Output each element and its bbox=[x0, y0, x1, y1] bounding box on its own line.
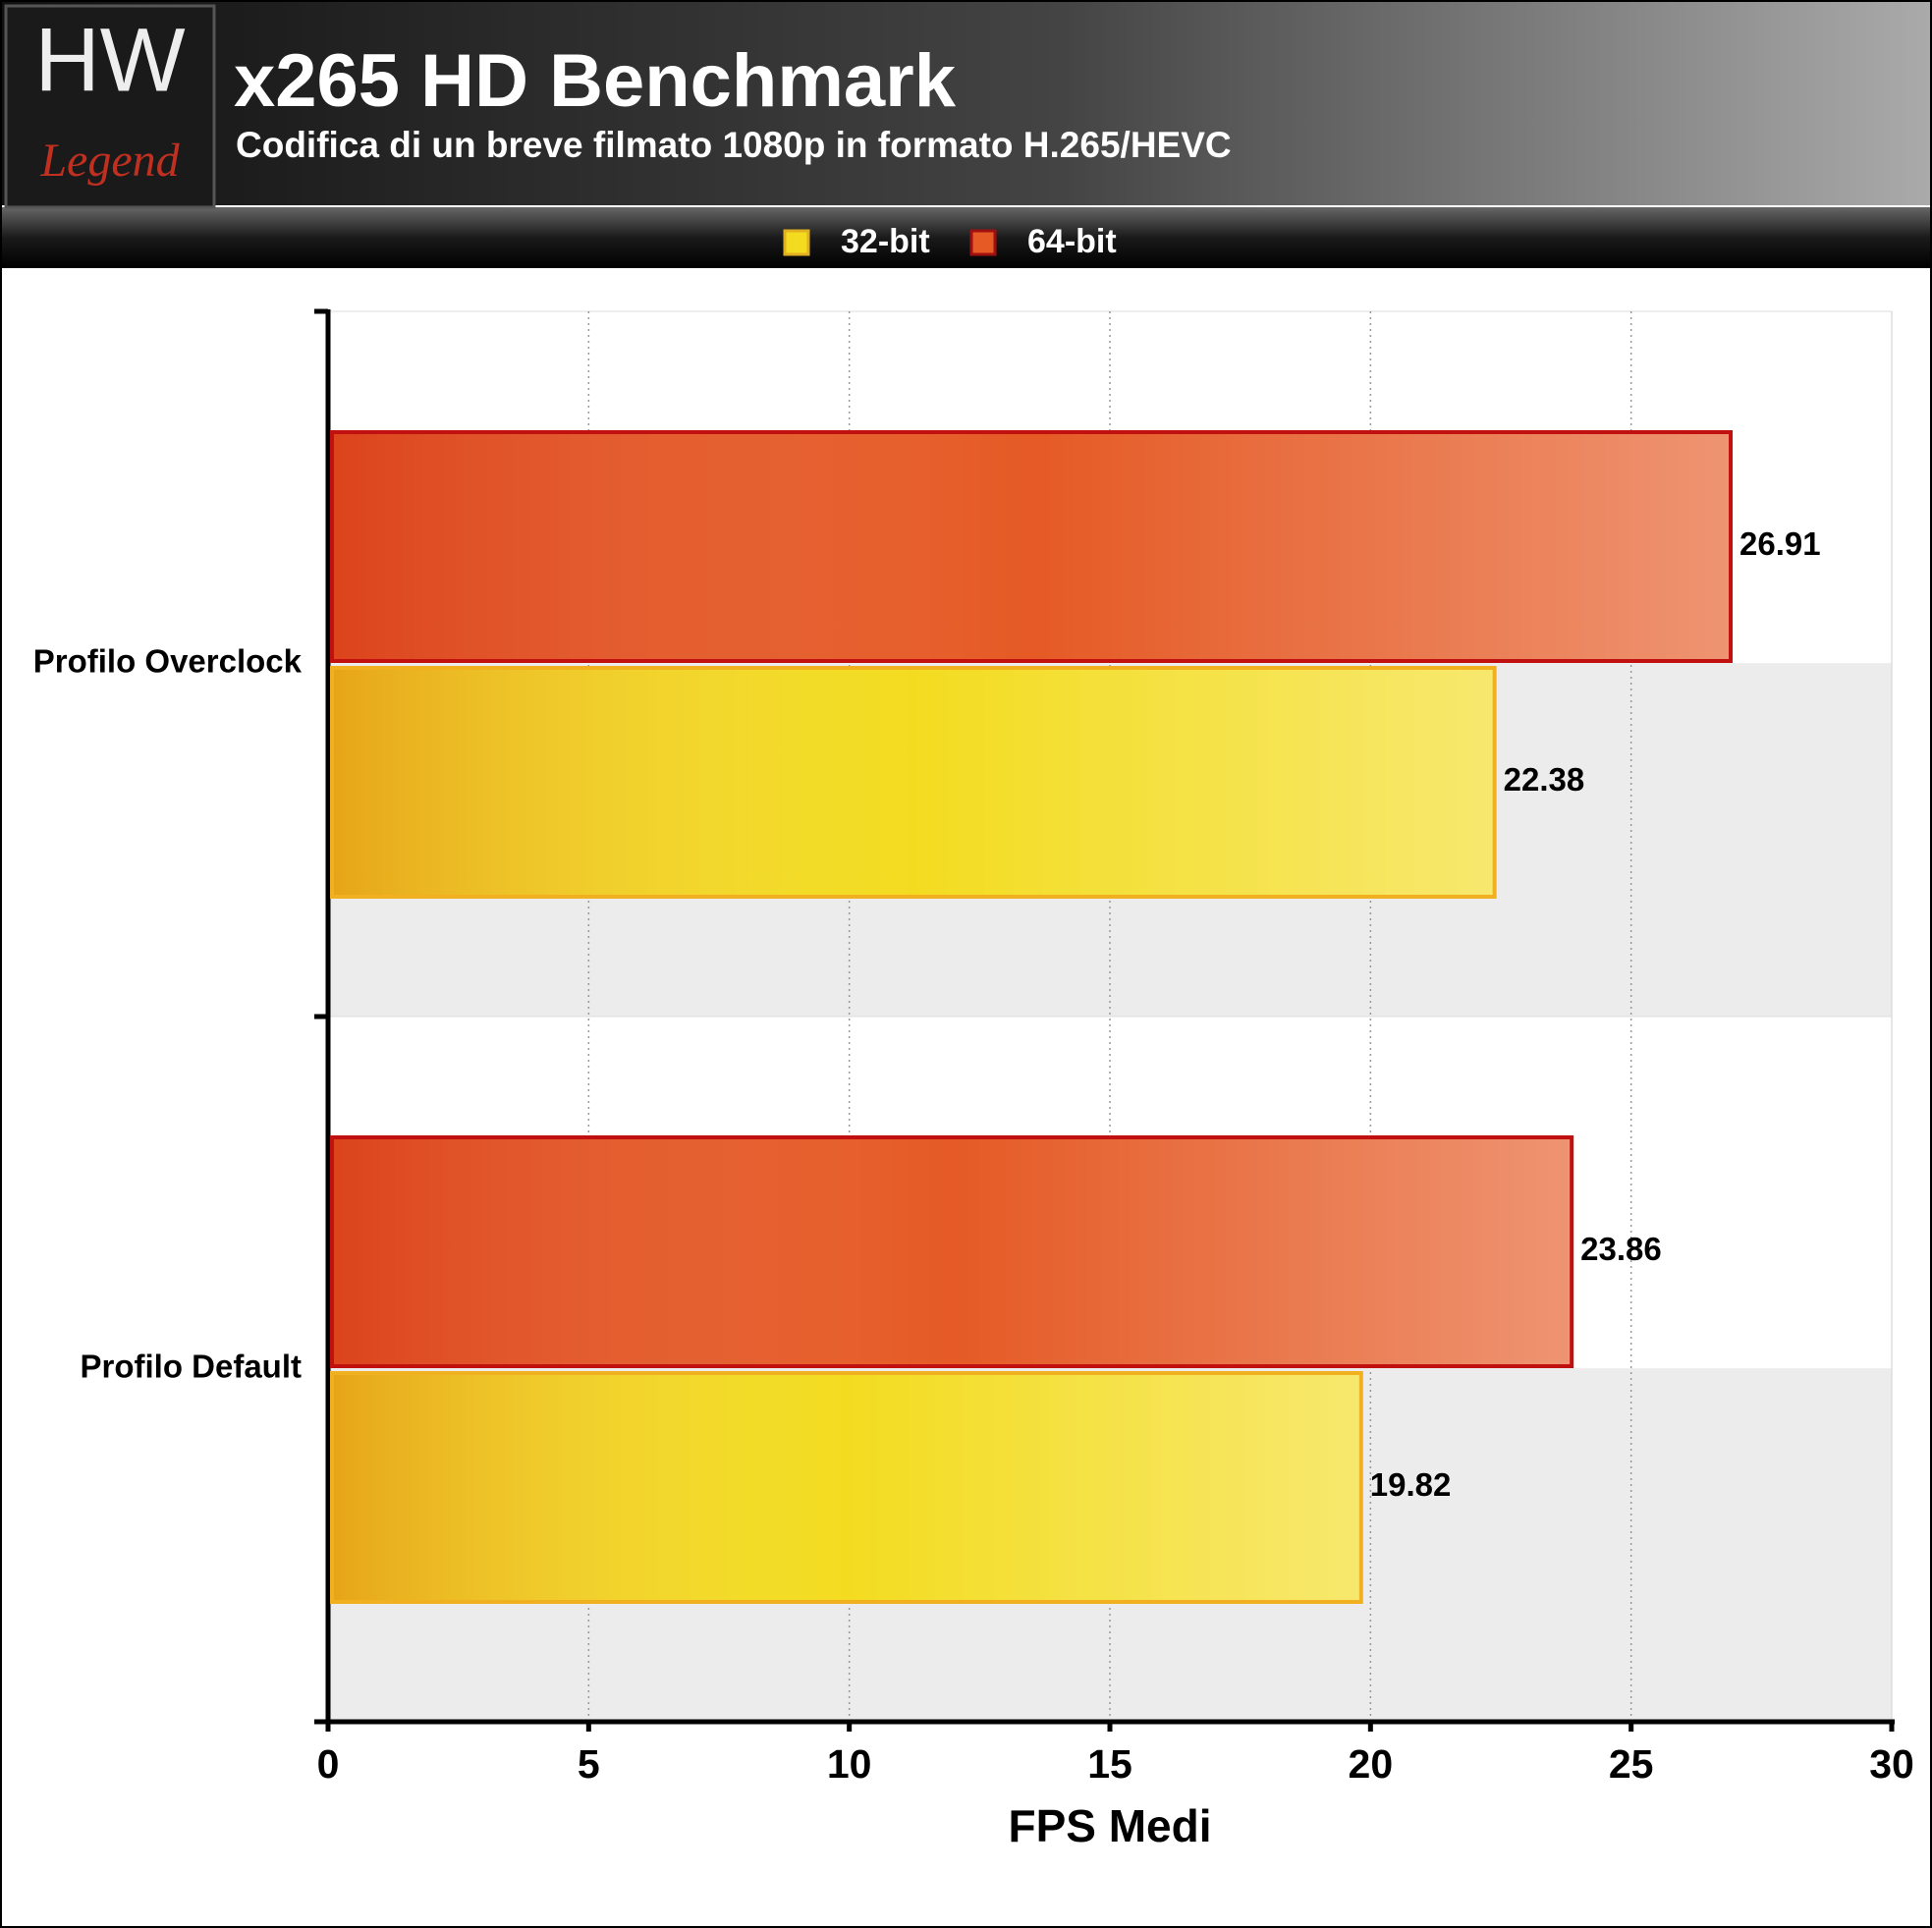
bar-shine bbox=[334, 1375, 1359, 1600]
value-label: 22.38 bbox=[1504, 761, 1585, 798]
bar-shine bbox=[334, 434, 1730, 659]
y-tick-label: Profilo Default bbox=[80, 1349, 302, 1385]
header bbox=[2, 2, 1930, 205]
y-tick-label: Profilo Overclock bbox=[33, 643, 303, 680]
logo-box bbox=[4, 4, 216, 209]
chart-subtitle: Codifica di un breve filmato 1080p in fo… bbox=[236, 125, 1232, 165]
x-axis-title: FPS Medi bbox=[1008, 1800, 1211, 1851]
legend-swatch bbox=[783, 229, 810, 256]
x-tick-label: 5 bbox=[578, 1741, 600, 1787]
legend-label: 32-bit bbox=[841, 223, 930, 260]
bar-shine bbox=[334, 670, 1493, 895]
x-tick-label: 0 bbox=[317, 1741, 340, 1787]
value-label: 26.91 bbox=[1739, 525, 1821, 562]
legend-swatch bbox=[969, 229, 997, 256]
x-tick-label: 30 bbox=[1869, 1741, 1914, 1787]
x-tick-label: 15 bbox=[1087, 1741, 1132, 1787]
x-tick-label: 10 bbox=[827, 1741, 872, 1787]
x-tick-label: 25 bbox=[1609, 1741, 1654, 1787]
value-label: 19.82 bbox=[1370, 1466, 1452, 1503]
legend-bar bbox=[2, 207, 1930, 268]
chart-title: x265 HD Benchmark bbox=[234, 39, 957, 123]
x-tick-label: 20 bbox=[1349, 1741, 1394, 1787]
legend-label: 64-bit bbox=[1027, 223, 1117, 260]
logo-top: HW bbox=[34, 10, 185, 110]
value-label: 23.86 bbox=[1580, 1231, 1662, 1267]
logo-bottom: Legend bbox=[39, 135, 180, 187]
bar-shine bbox=[334, 1139, 1571, 1364]
